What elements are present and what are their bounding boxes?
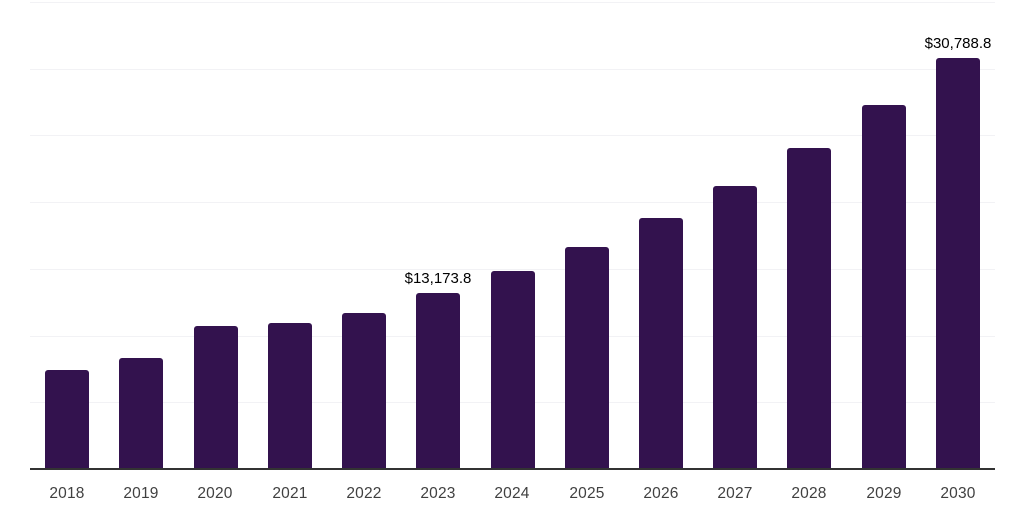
x-axis-label-2019: 2019 <box>123 485 159 502</box>
bar-2024 <box>491 271 535 469</box>
x-axis-label-2026: 2026 <box>643 485 679 502</box>
x-axis-line <box>30 468 995 470</box>
bar-2028 <box>787 148 831 469</box>
bar-2023 <box>416 293 460 469</box>
bar-2022 <box>342 313 386 469</box>
gridline <box>30 135 995 136</box>
x-axis-label-2022: 2022 <box>346 485 382 502</box>
bar-2027 <box>713 186 757 469</box>
x-axis-label-2028: 2028 <box>791 485 827 502</box>
gridline <box>30 269 995 270</box>
bar-2018 <box>45 370 89 469</box>
bar-2029 <box>862 105 906 469</box>
bar-2020 <box>194 326 238 469</box>
bar-2021 <box>268 323 312 469</box>
bar-2030 <box>936 58 980 469</box>
gridline <box>30 202 995 203</box>
bar-2019 <box>119 358 163 469</box>
x-axis-label-2024: 2024 <box>494 485 530 502</box>
x-axis-label-2027: 2027 <box>717 485 753 502</box>
gridline <box>30 2 995 3</box>
value-label-2030: $30,788.8 <box>924 35 992 52</box>
bar-2025 <box>565 247 609 469</box>
x-axis-label-2018: 2018 <box>49 485 85 502</box>
bar-2026 <box>639 218 683 469</box>
x-axis-label-2030: 2030 <box>940 485 976 502</box>
value-label-2023: $13,173.8 <box>404 270 472 287</box>
x-axis-label-2021: 2021 <box>272 485 308 502</box>
x-axis-label-2023: 2023 <box>420 485 456 502</box>
x-axis-label-2020: 2020 <box>197 485 233 502</box>
x-axis-label-2029: 2029 <box>866 485 902 502</box>
x-axis-label-2025: 2025 <box>569 485 605 502</box>
gridline <box>30 69 995 70</box>
